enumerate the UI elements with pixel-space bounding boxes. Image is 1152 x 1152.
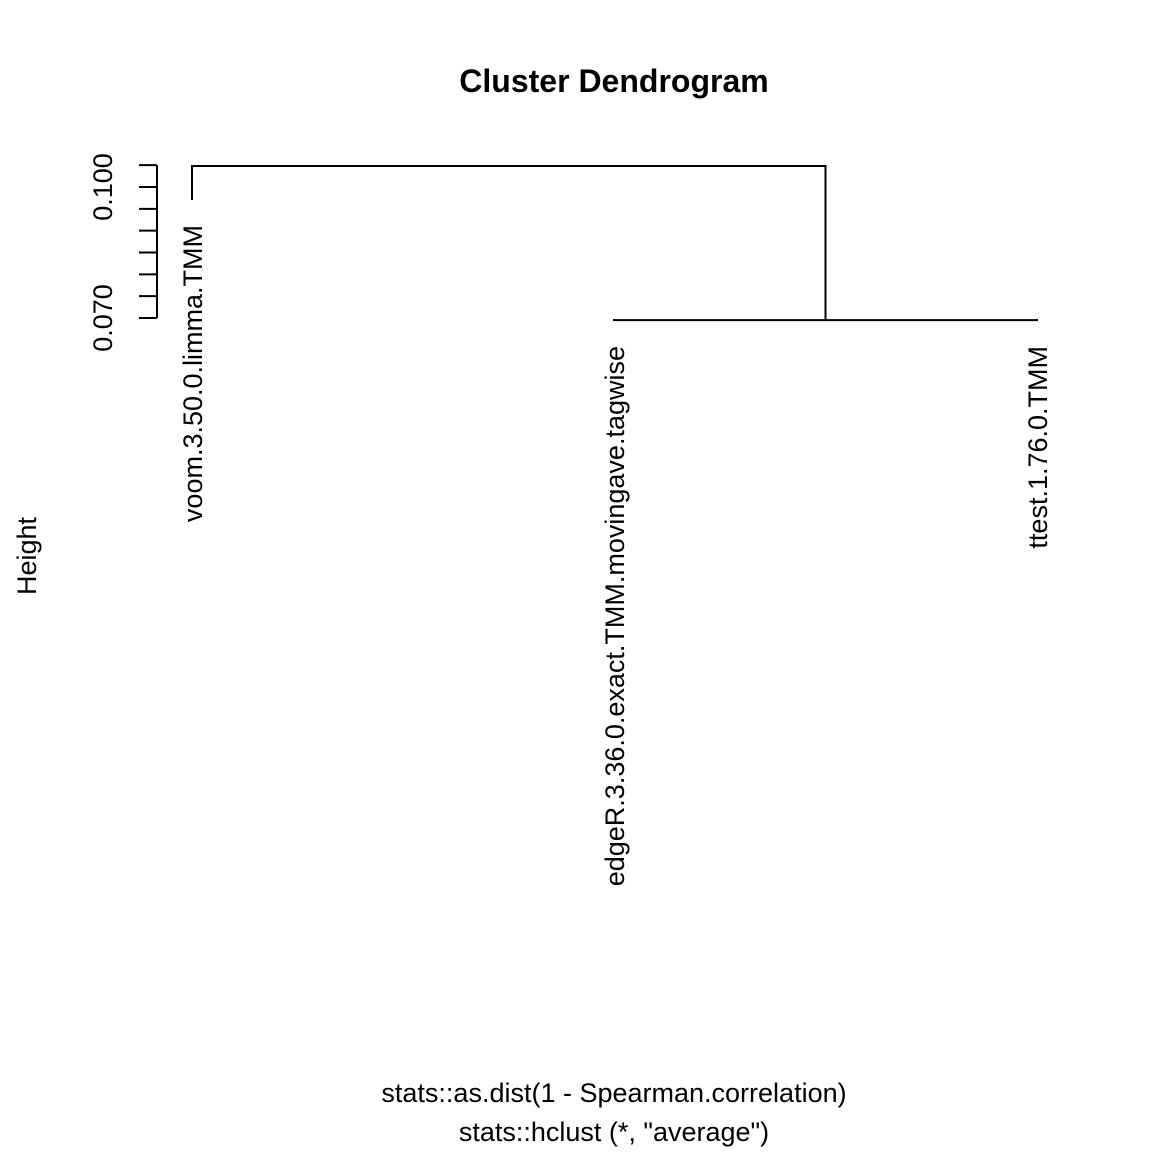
y-tick-label: 0.100	[88, 153, 118, 221]
y-axis-label: Height	[12, 516, 42, 595]
subtitle: stats::hclust (*, "average")	[459, 1117, 769, 1147]
chart-title: Cluster Dendrogram	[459, 63, 768, 99]
leaf-label: ttest.1.76.0.TMM	[1023, 346, 1053, 549]
y-axis: 0.070 0.100	[88, 153, 158, 352]
leaf-labels: voom.3.50.0.limma.TMM edgeR.3.36.0.exact.…	[178, 225, 1053, 886]
dendrogram-tree	[191, 165, 1038, 322]
y-tick-label: 0.070	[88, 284, 118, 352]
x-axis-label: stats::as.dist(1 - Spearman.correlation)	[381, 1078, 846, 1108]
leaf-label: voom.3.50.0.limma.TMM	[178, 225, 208, 522]
merge-branch-2	[191, 165, 827, 321]
leaf-label: edgeR.3.36.0.exact.TMM.movingave.tagwise	[600, 346, 630, 886]
